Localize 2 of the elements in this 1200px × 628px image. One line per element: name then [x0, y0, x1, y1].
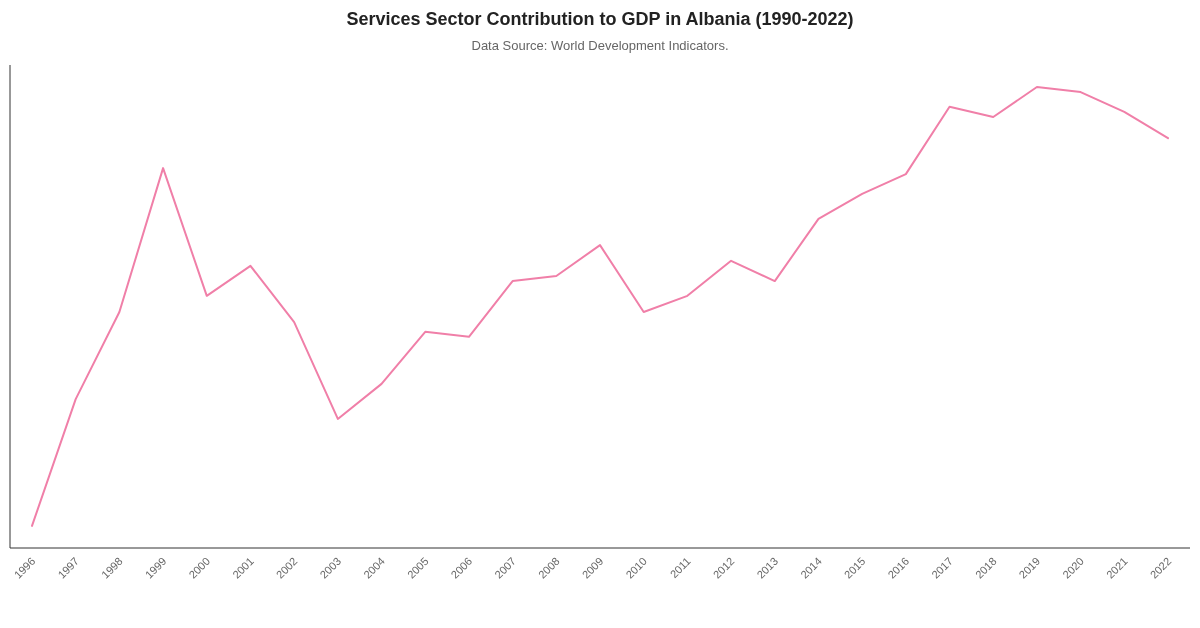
chart-subtitle: Data Source: World Development Indicators. [471, 38, 729, 53]
chart-title: Services Sector Contribution to GDP in Albania (1990-2022) [346, 9, 854, 29]
